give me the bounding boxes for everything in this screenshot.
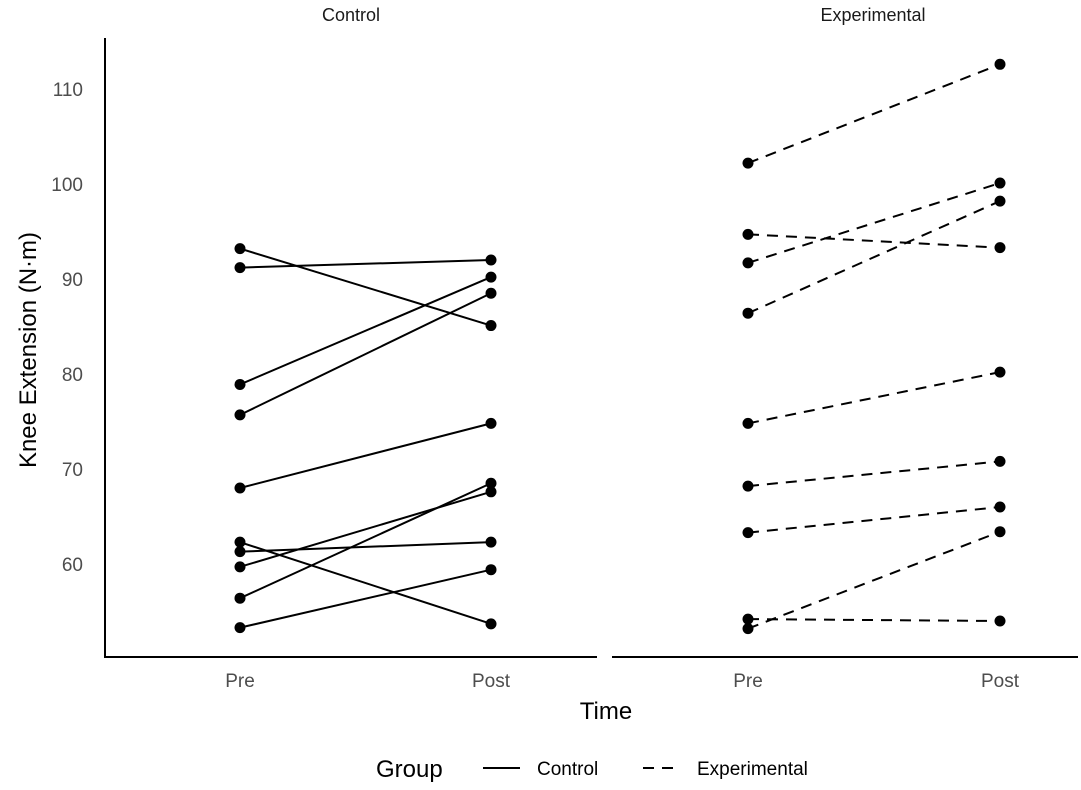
data-point (742, 307, 754, 319)
subject-line (239, 541, 492, 553)
subject-line (747, 200, 1001, 315)
y-tick-label: 70 (62, 460, 83, 481)
subject-line (747, 182, 1001, 264)
y-tick-label: 100 (51, 175, 83, 196)
data-point (234, 243, 246, 255)
y-tick-label: 110 (53, 80, 83, 101)
subject-line (239, 490, 492, 568)
subject-line (239, 259, 492, 269)
subject-line (239, 568, 492, 629)
data-point (742, 157, 754, 169)
data-point (485, 417, 497, 429)
data-point (485, 486, 497, 498)
subject-line (747, 371, 1001, 425)
data-point (234, 622, 246, 634)
data-point (485, 618, 497, 630)
data-point (994, 526, 1006, 538)
data-point (994, 242, 1006, 254)
data-point (994, 58, 1006, 70)
data-point (234, 262, 246, 274)
data-point (742, 527, 754, 539)
data-point (742, 228, 754, 240)
data-point (485, 254, 497, 266)
data-point (485, 287, 497, 299)
x-axis-title: Time (580, 698, 632, 725)
data-point (742, 480, 754, 492)
data-point (742, 613, 754, 625)
data-point (994, 615, 1006, 627)
legend: Group Control Experimental (376, 756, 808, 783)
subject-line (239, 541, 492, 625)
data-point (994, 455, 1006, 467)
data-point (994, 501, 1006, 513)
subject-line (747, 506, 1001, 534)
data-point (742, 417, 754, 429)
legend-label-control: Control (537, 759, 598, 780)
legend-label-experimental: Experimental (697, 759, 808, 780)
data-point (234, 561, 246, 573)
subject-line (239, 276, 492, 386)
data-point (485, 477, 497, 489)
data-point (234, 592, 246, 604)
data-point (485, 536, 497, 548)
x-tick-label: Post (981, 671, 1020, 692)
x-tick-label: Post (472, 671, 511, 692)
data-point (742, 257, 754, 269)
subject-line (747, 233, 1001, 249)
subject-line (747, 460, 1001, 488)
data-point (742, 623, 754, 635)
y-tick-label: 90 (62, 270, 83, 291)
data-point (994, 177, 1006, 189)
x-tick-label: Pre (225, 671, 255, 692)
data-point (485, 320, 497, 332)
subject-line (747, 618, 1001, 622)
subject-line (747, 530, 1001, 630)
data-point (485, 564, 497, 576)
data-point (234, 546, 246, 558)
data-point (485, 271, 497, 283)
y-tick-label: 60 (62, 555, 83, 576)
y-tick-label: 80 (62, 365, 83, 386)
data-point (994, 195, 1006, 207)
data-point (234, 409, 246, 421)
subject-line (239, 422, 492, 489)
data-point (994, 366, 1006, 378)
panel-title-experimental: Experimental (820, 5, 925, 25)
data-point (234, 378, 246, 390)
subject-line (239, 292, 492, 416)
y-axis-title: Knee Extension (N·m) (15, 232, 42, 468)
subject-line (747, 63, 1001, 165)
data-point (234, 536, 246, 548)
subject-line (239, 482, 492, 600)
panel-title-control: Control (322, 5, 380, 25)
x-tick-label: Pre (733, 671, 763, 692)
data-point (234, 482, 246, 494)
legend-title: Group (376, 756, 443, 783)
